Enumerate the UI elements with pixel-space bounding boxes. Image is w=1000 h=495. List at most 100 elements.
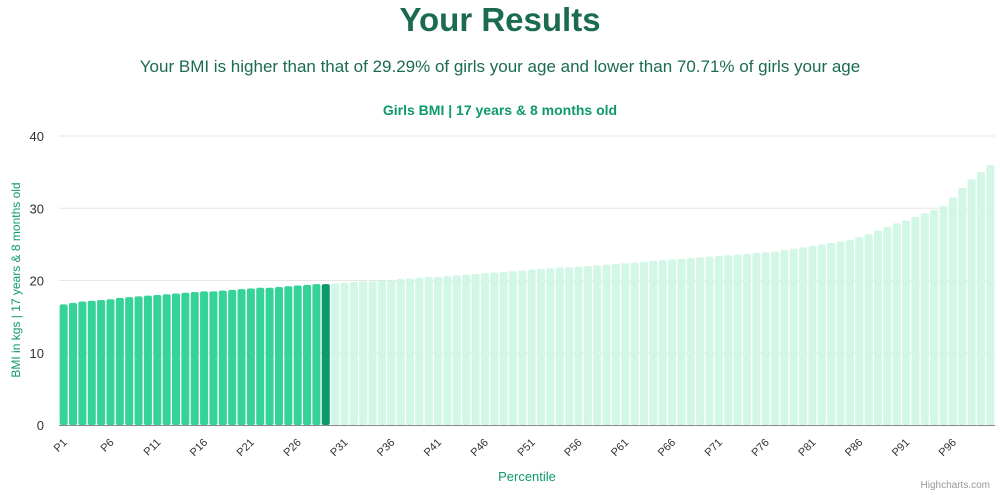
bar-P14[interactable] <box>181 292 190 425</box>
bar-P45[interactable] <box>471 273 480 425</box>
bar-P23[interactable] <box>265 287 274 425</box>
bar-P34[interactable] <box>368 281 377 425</box>
bar-P59[interactable] <box>602 264 611 425</box>
bar-P43[interactable] <box>452 275 461 425</box>
bar-P27[interactable] <box>303 284 312 425</box>
bar-P100[interactable] <box>986 164 995 425</box>
bar-P28[interactable] <box>312 284 321 425</box>
bar-P92[interactable] <box>911 216 920 425</box>
bar-P94[interactable] <box>930 209 939 425</box>
bar-P47[interactable] <box>490 272 499 425</box>
bar-P60[interactable] <box>611 263 620 425</box>
bar-P57[interactable] <box>583 266 592 425</box>
bar-P19[interactable] <box>228 289 237 425</box>
bar-P76[interactable] <box>761 252 770 425</box>
bar-P75[interactable] <box>752 253 761 425</box>
bar-P63[interactable] <box>639 261 649 425</box>
bar-P84[interactable] <box>836 241 845 425</box>
highcharts-credit[interactable]: Highcharts.com <box>920 480 990 491</box>
bar-P54[interactable] <box>555 267 564 425</box>
bar-P74[interactable] <box>742 253 751 425</box>
bar-P77[interactable] <box>771 251 780 425</box>
bar-P52[interactable] <box>537 268 546 425</box>
bar-P41[interactable] <box>434 276 443 425</box>
bar-P36[interactable] <box>387 279 396 425</box>
bar-P80[interactable] <box>799 247 808 425</box>
bar-P31[interactable] <box>340 282 349 425</box>
bar-P70[interactable] <box>705 256 714 425</box>
bar-P93[interactable] <box>920 213 929 425</box>
bar-P85[interactable] <box>845 240 854 425</box>
bar-P67[interactable] <box>677 258 686 425</box>
bar-P16[interactable] <box>200 291 209 425</box>
bar-P55[interactable] <box>565 267 574 425</box>
bar-P1[interactable] <box>59 304 68 425</box>
bar-P89[interactable] <box>883 227 892 425</box>
bar-P7[interactable] <box>115 297 124 425</box>
bar-P20[interactable] <box>237 289 246 425</box>
bar-P44[interactable] <box>462 274 471 425</box>
bar-P13[interactable] <box>171 293 181 425</box>
bar-P96[interactable] <box>948 197 957 425</box>
bar-P17[interactable] <box>209 291 218 425</box>
bar-P24[interactable] <box>274 287 283 425</box>
bar-P18[interactable] <box>218 290 227 425</box>
bar-P91[interactable] <box>902 220 911 425</box>
bar-P9[interactable] <box>134 296 143 425</box>
bar-P2[interactable] <box>69 302 78 425</box>
bar-P68[interactable] <box>686 258 695 425</box>
bar-P73[interactable] <box>733 254 742 425</box>
bar-P49[interactable] <box>508 271 517 425</box>
bar-P26[interactable] <box>293 285 302 425</box>
bar-P72[interactable] <box>724 255 733 425</box>
bar-P79[interactable] <box>789 248 798 425</box>
bar-P51[interactable] <box>527 269 536 425</box>
bar-P64[interactable] <box>649 260 658 425</box>
bar-P25[interactable] <box>284 286 293 425</box>
bar-P10[interactable] <box>143 295 152 425</box>
bar-P4[interactable] <box>87 300 96 425</box>
bar-P95[interactable] <box>939 206 948 425</box>
bar-P71[interactable] <box>714 255 723 425</box>
bar-P99[interactable] <box>976 172 985 425</box>
bar-P12[interactable] <box>162 294 171 425</box>
bar-P88[interactable] <box>873 230 883 425</box>
bar-P15[interactable] <box>190 292 199 425</box>
bar-P3[interactable] <box>78 301 87 425</box>
bar-P82[interactable] <box>817 244 826 425</box>
bar-P83[interactable] <box>827 242 836 425</box>
bar-P78[interactable] <box>780 250 789 425</box>
bar-P5[interactable] <box>97 300 106 425</box>
bar-P8[interactable] <box>125 297 134 425</box>
bar-P56[interactable] <box>574 266 583 425</box>
bar-P50[interactable] <box>518 270 527 425</box>
bar-P62[interactable] <box>630 262 639 425</box>
bar-P42[interactable] <box>443 276 452 425</box>
bar-P87[interactable] <box>864 234 873 425</box>
bar-P69[interactable] <box>696 257 705 425</box>
bar-P65[interactable] <box>658 260 667 425</box>
bar-P58[interactable] <box>593 265 602 425</box>
bar-P98[interactable] <box>967 179 976 425</box>
bar-P29[interactable] <box>321 284 330 425</box>
bar-P30[interactable] <box>331 283 340 425</box>
bar-P81[interactable] <box>808 245 817 425</box>
bar-P6[interactable] <box>106 299 115 425</box>
bar-P86[interactable] <box>855 237 864 425</box>
bar-P22[interactable] <box>256 287 265 425</box>
bar-P97[interactable] <box>958 188 967 425</box>
bar-P32[interactable] <box>349 281 358 425</box>
bar-P48[interactable] <box>499 271 508 425</box>
bar-P35[interactable] <box>377 280 386 426</box>
bar-P38[interactable] <box>405 278 415 425</box>
bar-P66[interactable] <box>668 259 677 425</box>
bar-P53[interactable] <box>546 268 555 425</box>
bar-P33[interactable] <box>359 281 368 425</box>
bar-P46[interactable] <box>480 273 489 425</box>
bar-P11[interactable] <box>153 294 162 425</box>
bar-P61[interactable] <box>621 263 630 425</box>
bar-P40[interactable] <box>424 276 433 425</box>
bar-P37[interactable] <box>396 279 405 425</box>
bar-P90[interactable] <box>892 223 901 425</box>
bar-P39[interactable] <box>415 277 424 425</box>
